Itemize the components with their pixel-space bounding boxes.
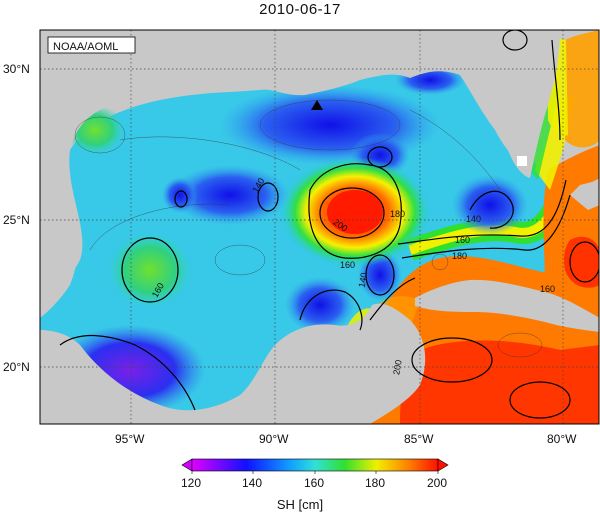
contour-label: 180 [452, 251, 467, 261]
credit-label: NOAA/AOML [53, 41, 118, 53]
contour-label: 160 [540, 284, 555, 294]
us-gulf-coast [40, 30, 599, 318]
colorbar-label: SH [cm] [276, 497, 324, 512]
colorbar-tick: 180 [365, 476, 385, 490]
cuba [415, 279, 599, 332]
contour-label: 140 [466, 214, 481, 224]
map-frame [39, 29, 600, 425]
yucatan-mexico [40, 303, 426, 424]
contour-label: 180 [390, 209, 405, 219]
lon-label: 95°W [115, 432, 145, 446]
colorbar-tick: 120 [181, 476, 201, 490]
map-title: 2010-06-17 [259, 1, 341, 18]
colorbar-tick: 200 [427, 476, 447, 490]
graticule [40, 30, 599, 424]
contours [59, 30, 599, 419]
florida-peninsula [484, 30, 560, 178]
contour-label: 140 [357, 272, 369, 289]
lon-label: 80°W [547, 432, 577, 446]
bahamas [570, 178, 599, 210]
triangle-marker [311, 100, 323, 110]
lon-label: 85°W [404, 432, 434, 446]
lon-label: 90°W [259, 432, 289, 446]
credit-box [47, 36, 136, 54]
colorbar-tick: 160 [304, 476, 324, 490]
contour-label: 160 [455, 235, 470, 245]
caribbean-red [400, 340, 599, 424]
contour-label-group: 140 140 140 160 160 160 160 180 180 200 … [150, 176, 555, 375]
lat-label: 20°N [3, 360, 30, 374]
lat-label: 25°N [3, 213, 30, 227]
colorbar-tick: 140 [242, 476, 262, 490]
lat-label: 30°N [3, 62, 30, 76]
contour-label: 160 [340, 260, 355, 270]
colorbar: 120 140 160 180 200 [181, 458, 449, 490]
